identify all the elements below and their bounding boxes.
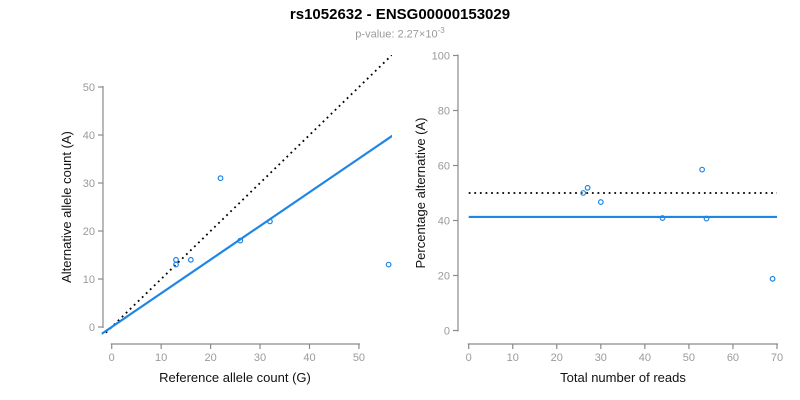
right-y-axis-label: Percentage alternative (A) bbox=[413, 117, 428, 268]
pvalue-subtitle: p-value: 2.27×10-3 bbox=[0, 26, 800, 41]
x-tick-label: 70 bbox=[771, 352, 783, 364]
data-point bbox=[217, 175, 224, 182]
y-tick-label: 0 bbox=[444, 326, 450, 338]
data-point bbox=[237, 237, 244, 244]
x-tick-label: 40 bbox=[639, 352, 651, 364]
y-tick-label: 40 bbox=[83, 130, 95, 142]
y-tick-label: 20 bbox=[83, 226, 95, 238]
data-point bbox=[173, 261, 179, 268]
x-tick-label: 50 bbox=[683, 352, 695, 364]
y-tick-label: 80 bbox=[438, 106, 450, 118]
data-point bbox=[173, 256, 179, 263]
y-tick-label: 60 bbox=[438, 161, 450, 173]
data-point bbox=[659, 215, 666, 221]
left-y-axis-label: Alternative allele count (A) bbox=[59, 131, 74, 283]
x-tick-label: 20 bbox=[204, 352, 216, 364]
data-point bbox=[703, 215, 710, 222]
y-tick-label: 0 bbox=[89, 322, 95, 334]
y-tick-label: 50 bbox=[83, 82, 95, 94]
pvalue-prefix: p-value: bbox=[355, 28, 398, 41]
x-tick-label: 0 bbox=[466, 352, 472, 364]
data-point bbox=[580, 190, 587, 196]
right-x-axis-label: Total number of reads bbox=[560, 370, 686, 385]
fit-line bbox=[101, 134, 392, 335]
x-tick-label: 20 bbox=[551, 352, 563, 364]
pvalue-base: 2.27×10 bbox=[397, 28, 438, 41]
data-point bbox=[385, 261, 392, 268]
y-tick-label: 20 bbox=[438, 271, 450, 283]
data-point bbox=[187, 256, 194, 263]
x-tick-label: 30 bbox=[254, 352, 266, 364]
y-tick-label: 100 bbox=[432, 51, 450, 63]
right-scatter-plot: 0 10 20 30 40 50 60 70 0 20 40 60 80 100 Total number… bbox=[413, 51, 783, 386]
left-scatter-plot: 0 10 20 30 40 50 0 10 20 30 40 50 Reference allele … bbox=[59, 55, 392, 385]
y-tick-label: 10 bbox=[83, 274, 95, 286]
x-tick-label: 0 bbox=[109, 352, 115, 364]
y-tick-label: 30 bbox=[83, 178, 95, 190]
x-tick-label: 60 bbox=[727, 352, 739, 364]
data-point bbox=[699, 166, 706, 173]
x-tick-label: 10 bbox=[507, 352, 519, 364]
right-plot-dynamic-layer: 0 10 20 30 40 50 60 70 0 20 40 60 80 100 bbox=[432, 51, 783, 365]
x-tick-label: 50 bbox=[353, 352, 365, 364]
pvalue-exponent: -3 bbox=[437, 26, 445, 35]
data-point bbox=[769, 275, 776, 282]
x-tick-label: 40 bbox=[303, 352, 315, 364]
y-tick-label: 40 bbox=[438, 216, 450, 228]
data-point bbox=[584, 184, 591, 191]
data-point bbox=[597, 199, 604, 205]
left-x-axis-label: Reference allele count (G) bbox=[159, 370, 311, 385]
page-title: rs1052632 - ENSG00000153029 bbox=[289, 6, 511, 23]
x-tick-label: 30 bbox=[595, 352, 607, 364]
x-tick-label: 10 bbox=[155, 352, 167, 364]
left-plot-dynamic-layer: 0 10 20 30 40 50 0 10 20 30 40 50 bbox=[83, 55, 392, 364]
data-point bbox=[267, 218, 273, 225]
dotted-reference-line bbox=[102, 55, 392, 335]
